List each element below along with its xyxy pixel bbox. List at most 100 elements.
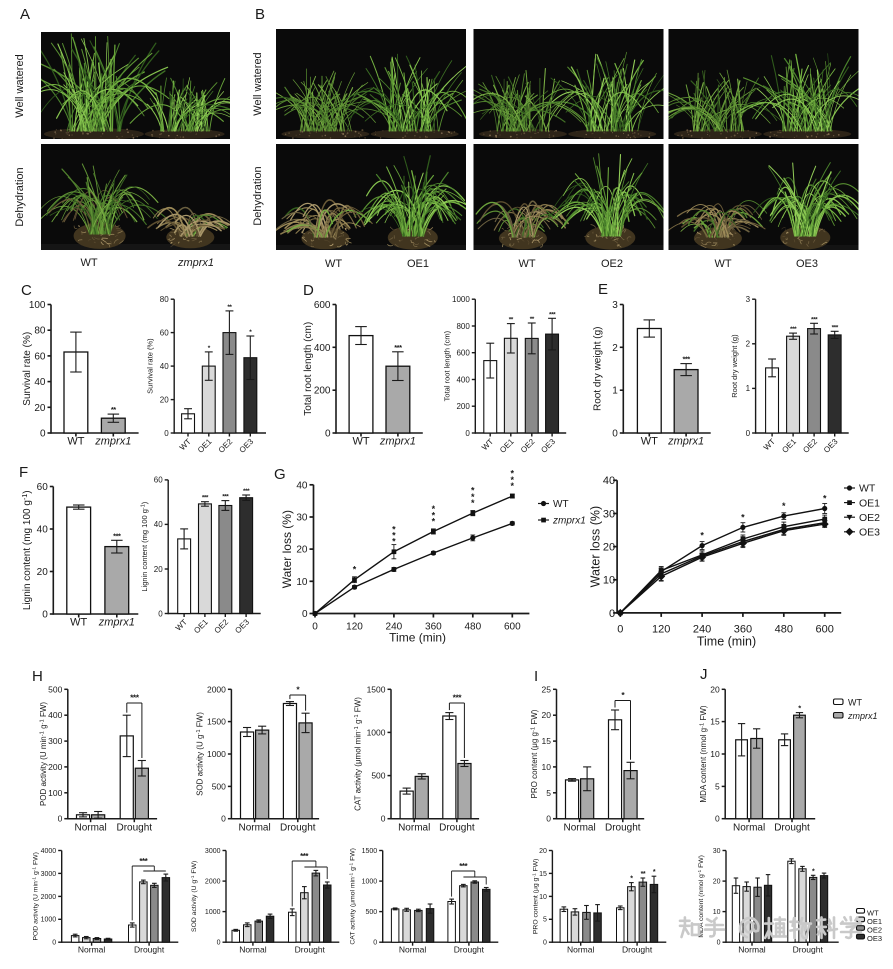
svg-text:WT: WT	[848, 698, 862, 708]
svg-text:OE2: OE2	[859, 512, 880, 524]
svg-text:B: B	[255, 6, 265, 23]
svg-text:zmprx1: zmprx1	[667, 436, 704, 448]
svg-text:15: 15	[539, 871, 547, 878]
svg-text:1000: 1000	[207, 749, 226, 759]
svg-text:Survival rate (%): Survival rate (%)	[22, 332, 33, 406]
svg-text:*: *	[653, 869, 656, 876]
svg-text:*: *	[353, 565, 357, 575]
svg-text:OE1: OE1	[867, 917, 882, 926]
svg-text:OE3: OE3	[867, 934, 882, 943]
svg-text:WT: WT	[70, 617, 87, 629]
svg-text:*: *	[432, 504, 436, 514]
svg-text:***: ***	[790, 326, 797, 333]
svg-text:***: ***	[394, 343, 402, 352]
svg-text:3: 3	[612, 300, 618, 311]
svg-text:0: 0	[715, 814, 720, 824]
svg-text:Dehydration: Dehydration	[14, 167, 26, 226]
svg-text:360: 360	[425, 622, 442, 633]
svg-text:500: 500	[371, 771, 385, 781]
svg-text:zmprx1: zmprx1	[98, 617, 135, 629]
svg-text:WT: WT	[867, 908, 879, 917]
svg-text:***: ***	[549, 311, 556, 318]
svg-text:**: **	[509, 317, 514, 324]
svg-text:Well watered: Well watered	[14, 54, 26, 117]
svg-text:40: 40	[160, 362, 169, 371]
svg-text:1000: 1000	[205, 909, 221, 916]
svg-text:0: 0	[40, 429, 46, 440]
svg-text:3000: 3000	[205, 848, 221, 855]
svg-text:0: 0	[221, 814, 226, 824]
svg-text:0: 0	[58, 814, 63, 824]
svg-text:*: *	[432, 517, 436, 527]
svg-text:*: *	[511, 469, 515, 479]
svg-text:**: **	[111, 405, 116, 414]
svg-text:***: ***	[243, 488, 250, 495]
svg-text:0: 0	[609, 608, 615, 620]
svg-text:0: 0	[465, 429, 470, 438]
svg-text:E: E	[598, 281, 608, 298]
svg-text:80: 80	[34, 326, 46, 337]
svg-text:1000: 1000	[362, 879, 378, 886]
svg-text:1: 1	[612, 386, 618, 397]
svg-text:30: 30	[603, 508, 615, 520]
svg-text:F: F	[19, 464, 28, 481]
svg-text:***: ***	[453, 693, 463, 703]
svg-text:Time (min): Time (min)	[389, 631, 446, 645]
svg-text:zmprx1: zmprx1	[847, 711, 878, 721]
svg-text:120: 120	[346, 622, 363, 633]
svg-text:Drought: Drought	[774, 823, 810, 834]
svg-text:*: *	[249, 329, 252, 336]
svg-text:2: 2	[612, 343, 618, 354]
svg-text:**: **	[641, 871, 646, 878]
svg-text:***: ***	[682, 355, 690, 364]
svg-text:*: *	[511, 475, 515, 485]
svg-text:***: ***	[130, 693, 140, 703]
svg-text:60: 60	[34, 351, 46, 362]
svg-text:MDA content (nmol g-1​ FW): MDA content (nmol g-1​ FW)	[697, 855, 705, 938]
svg-text:1000: 1000	[452, 295, 470, 304]
svg-text:WT: WT	[67, 436, 84, 448]
svg-text:20: 20	[603, 542, 615, 554]
svg-text:800: 800	[456, 322, 470, 331]
svg-text:Total root length (cm): Total root length (cm)	[443, 330, 452, 401]
svg-text:zmprx1: zmprx1	[94, 436, 131, 448]
svg-text:WT: WT	[859, 483, 876, 495]
svg-text:*: *	[630, 876, 633, 883]
svg-text:0: 0	[381, 814, 386, 824]
svg-text:Normal: Normal	[74, 823, 106, 834]
svg-text:600: 600	[456, 349, 470, 358]
svg-text:Total root length (cm): Total root length (cm)	[303, 322, 314, 416]
svg-text:Normal: Normal	[567, 945, 595, 955]
svg-text:WT: WT	[80, 257, 97, 269]
svg-text:OE1: OE1	[407, 258, 429, 270]
svg-text:*: *	[296, 685, 300, 695]
svg-text:400: 400	[456, 375, 470, 384]
svg-text:2000: 2000	[41, 894, 57, 901]
svg-text:Well watered: Well watered	[252, 52, 264, 115]
svg-text:WT: WT	[641, 436, 658, 448]
svg-text:500: 500	[366, 909, 378, 916]
svg-text:5: 5	[715, 781, 720, 791]
svg-text:Normal: Normal	[238, 823, 270, 834]
svg-text:Root dry weight (g): Root dry weight (g)	[593, 327, 604, 411]
svg-text:10: 10	[542, 762, 552, 772]
svg-text:OE3: OE3	[796, 258, 818, 270]
svg-text:500: 500	[212, 781, 226, 791]
svg-text:10: 10	[603, 575, 615, 587]
svg-text:5: 5	[546, 788, 551, 798]
svg-text:OE2: OE2	[601, 258, 623, 270]
svg-text:20: 20	[539, 848, 547, 855]
svg-text:**: **	[227, 304, 232, 311]
svg-text:*: *	[812, 868, 815, 875]
svg-text:*: *	[700, 531, 704, 541]
svg-text:60: 60	[37, 482, 49, 493]
svg-text:H: H	[32, 668, 43, 685]
svg-text:15: 15	[710, 717, 720, 727]
svg-text:zmprx1: zmprx1	[552, 516, 586, 527]
svg-text:10: 10	[539, 894, 547, 901]
svg-text:*: *	[208, 345, 211, 352]
svg-text:MDA content (nmol g-1​ FW): MDA content (nmol g-1​ FW)	[699, 705, 708, 803]
svg-text:*: *	[392, 531, 396, 541]
svg-text:POD activity (U min-1​ g-1​ FW: POD activity (U min-1​ g-1​ FW)	[39, 702, 48, 806]
svg-text:400: 400	[314, 343, 331, 354]
